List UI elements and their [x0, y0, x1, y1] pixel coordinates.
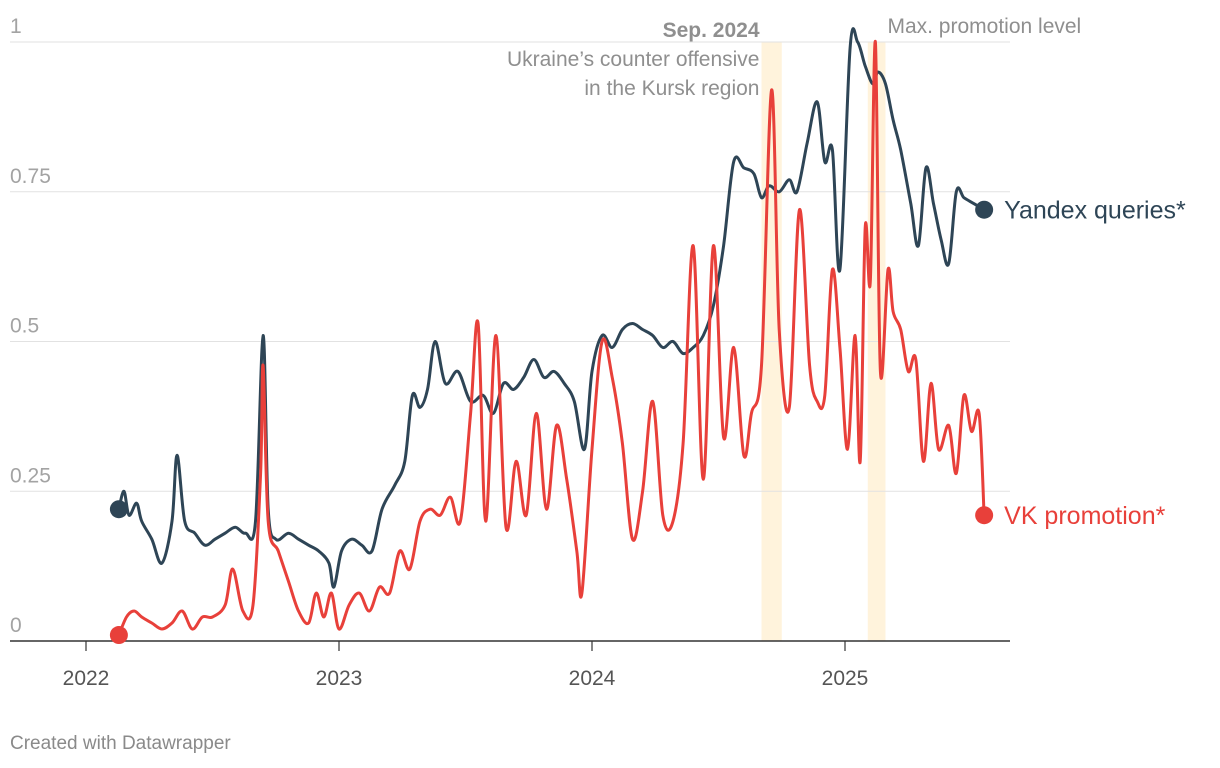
- vk-line: [117, 40, 986, 637]
- annotation-sep-line1: Ukraine’s counter offensive: [507, 48, 760, 71]
- yandex-end-dot: [975, 200, 994, 219]
- yandex-start-dot: [109, 500, 128, 519]
- annotation-sep-line2: in the Kursk region: [584, 77, 759, 100]
- y-tick-label: 0.25: [10, 464, 51, 487]
- chart-text: 0 0.25 0.5 0.75 1 2022 2023 2024 2025 Yandex quer…: [10, 15, 1186, 690]
- yandex-series-label: Yandex queries*: [1004, 197, 1186, 225]
- x-tick-label: 2022: [63, 667, 110, 690]
- annotation-max-promotion: Max. promotion level: [887, 15, 1081, 38]
- vk-end-dot: [975, 506, 994, 525]
- x-tick-label: 2023: [316, 667, 363, 690]
- footer-credit: Created with Datawrapper: [10, 733, 231, 754]
- vk-series-label: VK promotion*: [1004, 502, 1165, 530]
- x-tick-label: 2024: [569, 667, 616, 690]
- yandex-line: [117, 27, 986, 589]
- x-tick-label: 2025: [822, 667, 869, 690]
- y-tick-label: 0: [10, 614, 22, 637]
- annotation-sep-title: Sep. 2024: [663, 19, 760, 42]
- y-tick-label: 1: [10, 15, 22, 38]
- y-tick-label: 0.5: [10, 315, 39, 338]
- series-lines: [109, 27, 994, 645]
- y-tick-label: 0.75: [10, 165, 51, 188]
- vk-start-dot: [109, 626, 128, 645]
